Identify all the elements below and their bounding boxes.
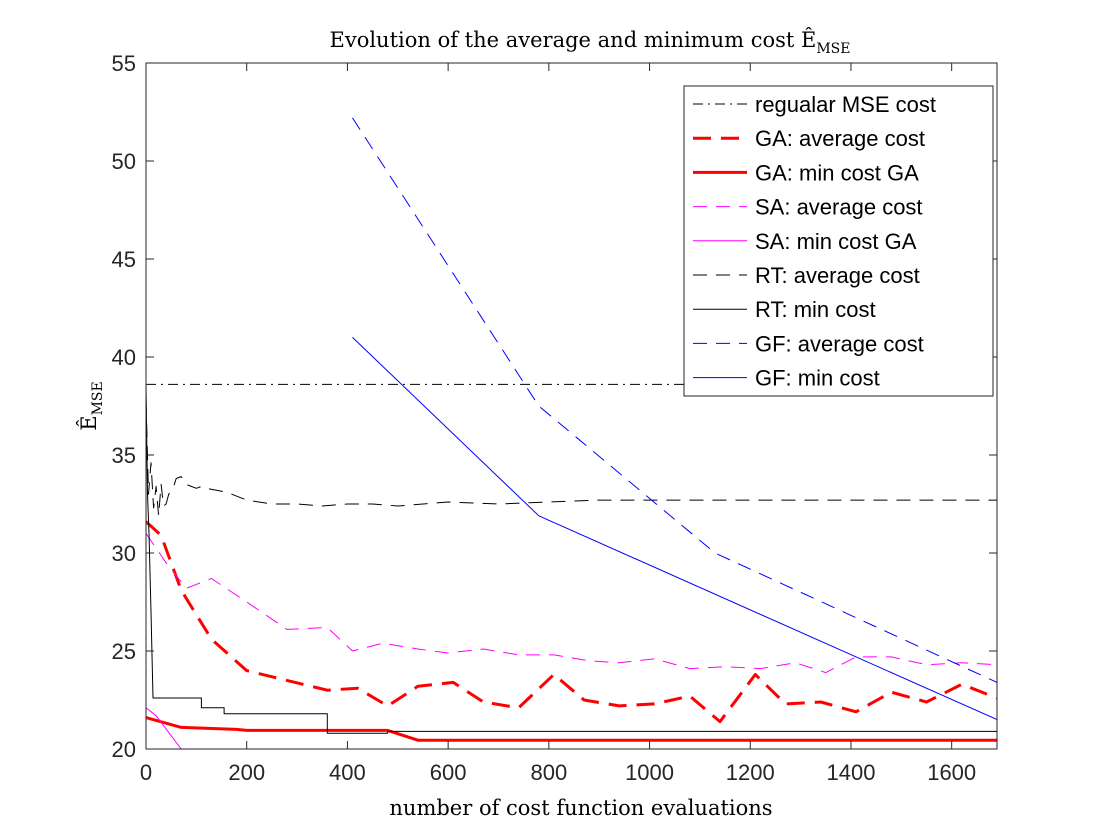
series-line-4 — [146, 533, 997, 674]
y-tick-label: 55 — [112, 51, 136, 76]
y-tick-label: 50 — [112, 149, 136, 174]
x-tick-label: 200 — [228, 760, 265, 785]
legend-label-8: GF: average cost — [755, 331, 924, 356]
y-tick-label: 30 — [112, 541, 136, 566]
x-tick-label: 1400 — [826, 760, 875, 785]
legend-label-2: GA: average cost — [755, 126, 925, 151]
y-axis-label: ÊMSE — [77, 381, 106, 431]
series-line-9 — [352, 337, 997, 721]
y-axis: 20 25 30 35 40 45 50 55 — [112, 51, 997, 762]
series-layer — [146, 117, 997, 749]
series-line-6 — [146, 400, 997, 517]
x-axis-label: number of cost function evaluations — [389, 796, 772, 820]
x-tick-label: 1200 — [726, 760, 775, 785]
legend-label-7: RT: min cost — [755, 297, 876, 322]
series-line-7 — [146, 384, 997, 734]
x-tick-label: 800 — [530, 760, 567, 785]
legend-label-5: SA: min cost GA — [755, 229, 917, 254]
legend-label-9: GF: min cost — [755, 366, 880, 391]
y-tick-label: 40 — [112, 345, 136, 370]
y-tick-label: 35 — [112, 443, 136, 468]
x-tick-label: 1000 — [625, 760, 674, 785]
series-line-5 — [146, 707, 997, 749]
legend-label-1: regualar MSE cost — [755, 92, 936, 117]
legend-label-3: GA: min cost GA — [755, 160, 919, 185]
y-tick-label: 45 — [112, 247, 136, 272]
x-tick-label: 0 — [140, 760, 152, 785]
x-tick-label: 400 — [329, 760, 366, 785]
legend: regualar MSE cost GA: average cost GA: min… — [683, 85, 994, 397]
plot-frame — [145, 62, 998, 750]
y-tick-label: 25 — [112, 639, 136, 664]
y-tick-label: 20 — [112, 737, 136, 762]
chart-title: Evolution of the average and minimum cos… — [330, 28, 851, 57]
legend-label-6: RT: average cost — [755, 263, 920, 288]
series-line-3 — [146, 716, 997, 742]
x-axis: 0 200 400 600 800 1000 1200 1400 1600 — [140, 63, 976, 785]
series-line-2 — [146, 520, 997, 724]
legend-label-4: SA: average cost — [755, 195, 923, 220]
x-tick-label: 1600 — [927, 760, 976, 785]
x-tick-label: 600 — [430, 760, 467, 785]
series-line-8 — [352, 117, 997, 683]
